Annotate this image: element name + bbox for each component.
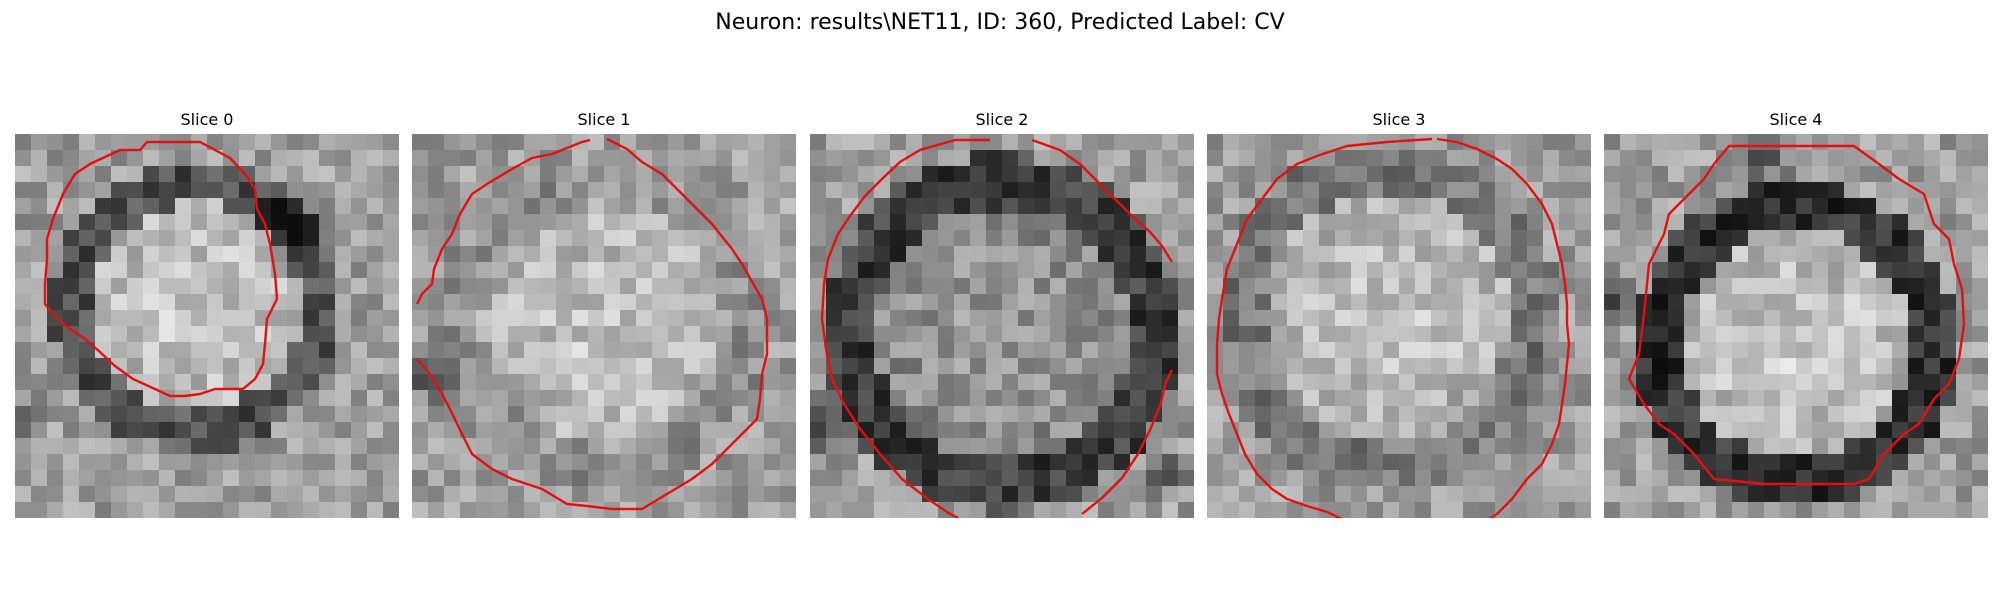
segmentation-outline-0 [43,140,279,398]
segmentation-outline-3a [1215,137,1433,518]
segmentation-outline-1b [416,137,769,511]
segmentation-outline-4 [1627,144,1966,486]
slice-panel-0: Slice 0 [15,110,399,518]
slice-image-0 [15,134,399,518]
slice-title-0: Slice 0 [180,110,234,129]
segmentation-outline-3b [1436,137,1571,518]
slice-title-1: Slice 1 [577,110,631,129]
segmentation-outline-1a [415,138,591,305]
figure-title: Neuron: results\NET11, ID: 360, Predicte… [715,10,1285,35]
slice-panel-3: Slice 3 [1207,110,1591,518]
segmentation-outline-2a [820,138,990,518]
slice-panel-1: Slice 1 [412,110,796,518]
segmentation-outline-2c [1081,369,1174,515]
slice-image-2 [810,134,1194,518]
slice-title-2: Slice 2 [975,110,1029,129]
segmentation-outline-2b [1031,138,1174,263]
slice-title-3: Slice 3 [1372,110,1426,129]
slice-image-4 [1604,134,1988,518]
slice-panel-4: Slice 4 [1604,110,1988,518]
slice-image-1 [412,134,796,518]
slice-image-3 [1207,134,1591,518]
slice-title-4: Slice 4 [1769,110,1823,129]
slice-panel-2: Slice 2 [810,110,1194,518]
